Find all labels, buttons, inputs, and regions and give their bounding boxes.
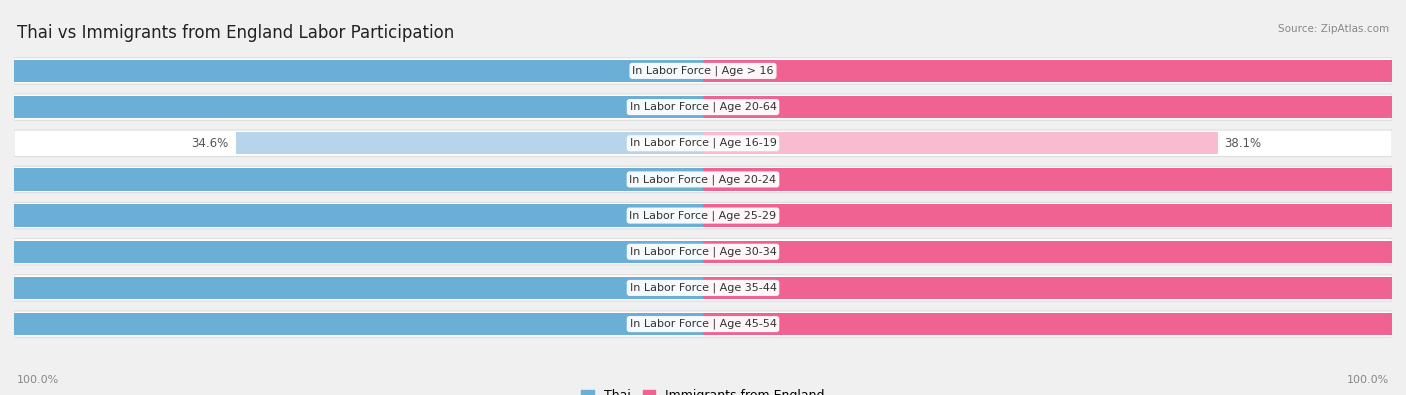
FancyBboxPatch shape xyxy=(14,275,1392,301)
Bar xyxy=(0,96,703,118)
Text: In Labor Force | Age 35-44: In Labor Force | Age 35-44 xyxy=(630,283,776,293)
Text: In Labor Force | Age 45-54: In Labor Force | Age 45-54 xyxy=(630,319,776,329)
Bar xyxy=(0,277,703,299)
FancyBboxPatch shape xyxy=(14,202,1392,229)
Legend: Thai, Immigrants from England: Thai, Immigrants from England xyxy=(576,384,830,395)
FancyBboxPatch shape xyxy=(14,94,1392,120)
Bar xyxy=(0,204,703,227)
Bar xyxy=(703,60,1406,82)
Bar xyxy=(703,132,1218,154)
Text: 34.6%: 34.6% xyxy=(191,137,229,150)
Text: In Labor Force | Age > 16: In Labor Force | Age > 16 xyxy=(633,66,773,76)
Bar xyxy=(703,96,1406,118)
Text: In Labor Force | Age 30-34: In Labor Force | Age 30-34 xyxy=(630,246,776,257)
Text: In Labor Force | Age 20-64: In Labor Force | Age 20-64 xyxy=(630,102,776,112)
Bar xyxy=(703,241,1406,263)
Text: Thai vs Immigrants from England Labor Participation: Thai vs Immigrants from England Labor Pa… xyxy=(17,24,454,42)
Bar xyxy=(703,204,1406,227)
FancyBboxPatch shape xyxy=(14,58,1392,84)
Text: 100.0%: 100.0% xyxy=(1347,375,1389,385)
Bar xyxy=(0,168,703,191)
FancyBboxPatch shape xyxy=(14,166,1392,193)
Text: In Labor Force | Age 20-24: In Labor Force | Age 20-24 xyxy=(630,174,776,185)
Bar xyxy=(703,277,1406,299)
FancyBboxPatch shape xyxy=(14,311,1392,337)
Bar xyxy=(703,168,1406,191)
Bar xyxy=(0,241,703,263)
Bar xyxy=(0,60,703,82)
Text: In Labor Force | Age 25-29: In Labor Force | Age 25-29 xyxy=(630,210,776,221)
Text: Source: ZipAtlas.com: Source: ZipAtlas.com xyxy=(1278,24,1389,34)
Text: In Labor Force | Age 16-19: In Labor Force | Age 16-19 xyxy=(630,138,776,149)
Text: 38.1%: 38.1% xyxy=(1225,137,1261,150)
FancyBboxPatch shape xyxy=(14,130,1392,156)
Bar xyxy=(703,313,1406,335)
FancyBboxPatch shape xyxy=(14,239,1392,265)
Bar xyxy=(236,132,703,154)
Text: 100.0%: 100.0% xyxy=(17,375,59,385)
Bar xyxy=(0,313,703,335)
